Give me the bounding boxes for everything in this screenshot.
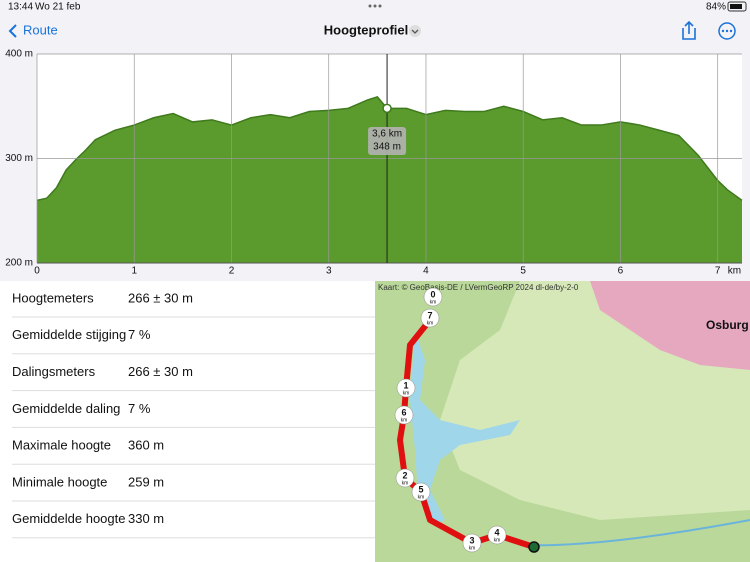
stat-value: 360 m [128,438,164,453]
km-marker-number: 0 [430,289,435,299]
map-attribution: Kaart: © GeoBasis-DE / LVermGeoRP 2024 d… [378,283,579,292]
km-marker [420,308,440,328]
x-tick-label: 5 [520,266,526,277]
x-tick-label: 1 [131,266,137,277]
stat-value: 7 % [128,401,151,416]
stat-label: Gemiddelde hoogte [12,511,125,526]
more-button[interactable] [718,22,736,40]
forest [375,281,750,562]
battery-icon [727,1,747,12]
share-button[interactable] [682,20,696,40]
nav-title[interactable]: Hoogteprofiel [324,22,409,37]
km-marker [423,287,443,307]
map[interactable]: Kaart: © GeoBasis-DE / LVermGeoRP 2024 d… [375,281,750,562]
km-marker-unit: km [430,299,437,305]
battery-level [730,4,742,9]
more-dot [721,29,725,33]
x-tick-label: 4 [423,266,429,277]
km-marker-number: 1 [403,380,408,390]
stat-label: Minimale hoogte [12,474,107,489]
km-marker-unit: km [401,417,408,423]
stat-value: 266 ± 30 m [128,290,193,305]
km-marker-unit: km [427,320,434,326]
x-tick-label: 2 [229,266,235,277]
status-time: 13:44 [8,2,33,13]
y-tick-label: 200 m [5,258,33,269]
map-place: Osburg [706,318,749,332]
km-marker [396,378,416,398]
km-marker [462,533,482,553]
elevation-chart[interactable]: 200 m 300 m 400 m 0 1 2 3 4 5 6 7 km 3,6 km 348 m [5,49,743,277]
back-chevron [8,24,17,38]
km-marker-number: 2 [402,470,407,480]
dot [378,4,382,8]
x-tick-label: 6 [618,266,624,277]
x-unit-label: km [728,266,741,277]
stat-label: Gemiddelde daling [12,401,120,416]
stat-value: 266 ± 30 m [128,364,193,379]
stat-label: Maximale hoogte [12,438,111,453]
dot [373,4,377,8]
km-marker-unit: km [494,537,501,543]
km-marker-unit: km [403,390,410,396]
stat-value: 330 m [128,511,164,526]
back-button[interactable]: Route [8,22,58,38]
cursor-point [382,103,392,114]
x-tick-label: 7 [715,266,721,277]
km-marker-number: 3 [469,535,474,545]
current-position [528,541,540,553]
status-date: Wo 21 feb [35,2,81,13]
stats-list: Hoogtemeters 266 ± 30 m Gemiddelde stijgin… [12,290,375,539]
y-tick-label: 400 m [5,49,33,60]
lake [410,330,520,525]
status-battery: 84% [706,2,726,13]
elevation-line [36,95,743,202]
km-marker-number: 5 [418,484,423,494]
km-marker-unit: km [418,494,425,500]
km-marker [395,468,415,488]
km-marker-number: 7 [427,310,432,320]
km-marker [411,482,431,502]
cursor-x-label: 3,6 km [372,129,402,140]
x-tick-label: 0 [34,266,40,277]
km-marker [394,405,414,425]
stat-value: 7 % [128,327,151,342]
title-menu-chevron [411,29,419,34]
km-marker-number: 6 [401,407,406,417]
cursor-y-label: 348 m [373,142,401,153]
more-dot [725,29,729,33]
more-dot [729,29,733,33]
km-marker-unit: km [469,545,476,551]
stat-label: Dalingsmeters [12,364,96,379]
cursor-tooltip [368,127,407,155]
stat-value: 259 m [128,474,164,489]
stat-label: Gemiddelde stijging [12,327,126,342]
dot [368,4,372,8]
back-label[interactable]: Route [23,22,58,37]
town [590,281,750,370]
share-icon [682,20,696,40]
km-marker-number: 4 [494,527,499,537]
stat-label: Hoogtemeters [12,290,94,305]
y-tick-label: 300 m [5,153,33,164]
more-icon [718,22,736,40]
stream [519,519,750,547]
area-fill [37,96,742,263]
x-tick-label: 3 [326,266,332,277]
title-menu[interactable] [409,25,421,37]
km-marker [487,525,507,545]
stats-panel [0,281,375,562]
km-marker-unit: km [402,480,409,486]
